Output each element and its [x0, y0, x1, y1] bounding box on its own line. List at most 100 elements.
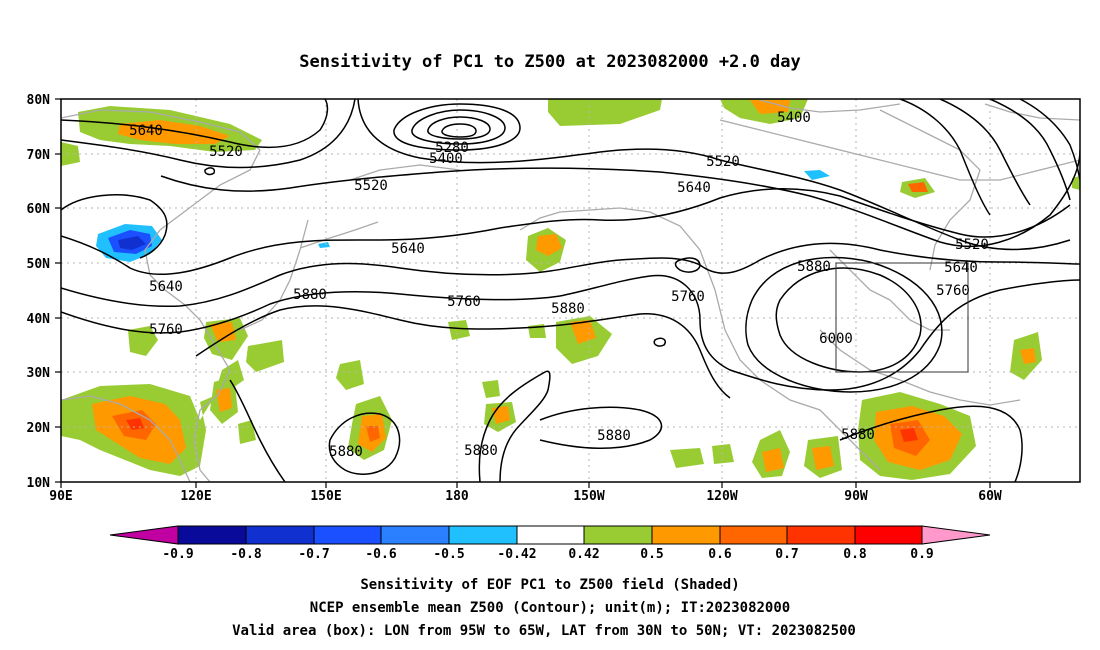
caption-shaded: Sensitivity of EOF PC1 to Z500 field (Sh…: [360, 577, 739, 593]
contour-label: 5640: [149, 279, 183, 295]
colorbar-label: -0.42: [497, 547, 536, 562]
shade-positive: [246, 340, 284, 372]
shade-positive: [238, 420, 256, 444]
shade-positive: [61, 142, 80, 166]
colorbar-bin: [516, 525, 585, 545]
lat-label: 10N: [27, 476, 51, 491]
shade-negative: [804, 170, 830, 180]
shade-positive-max: [900, 428, 918, 442]
map-title: Sensitivity of PC1 to Z500 at 2023082000…: [299, 52, 801, 72]
lat-label: 30N: [27, 366, 51, 381]
colorbar-bin: [380, 525, 450, 545]
contour-label: 5520: [955, 237, 989, 253]
contour-label: 5280: [435, 140, 469, 156]
lon-label: 180: [445, 489, 469, 504]
contour-label: 5880: [329, 444, 363, 460]
axis-ticks: [55, 98, 991, 488]
colorbar-high-arrow: [921, 525, 991, 545]
colorbar-label: -0.7: [298, 547, 329, 562]
shade-positive: [448, 320, 470, 340]
lat-label: 70N: [27, 148, 51, 163]
contour-label: 5760: [671, 289, 705, 305]
shade-positive: [712, 444, 734, 464]
coastlines: [61, 99, 1080, 482]
colorbar-label: -0.9: [162, 547, 193, 562]
contour-label: 5400: [777, 110, 811, 126]
shade-positive-strong: [908, 182, 928, 192]
shade-positive: [482, 380, 500, 398]
contour-label: 5880: [797, 259, 831, 275]
colorbar-label: 0.5: [640, 547, 663, 562]
colorbar-label: 0.6: [708, 547, 732, 562]
contour-label: 5880: [551, 301, 585, 317]
shade-positive-strong: [570, 320, 596, 344]
contour-label: 5640: [944, 260, 978, 276]
colorbar-label: 0.8: [843, 547, 867, 562]
grid-lines: [61, 99, 1080, 482]
contour-label: 5640: [391, 241, 425, 257]
colorbar-bin: [245, 525, 315, 545]
lon-label: 120E: [180, 489, 211, 504]
shade-positive-strong: [812, 446, 834, 470]
shade-positive-strong: [536, 234, 562, 256]
shade-positive-strong: [118, 120, 230, 144]
contour-label: 5760: [447, 294, 481, 310]
colorbar-bin: [651, 525, 721, 545]
lat-label: 60N: [27, 202, 51, 217]
shade-negative-core: [118, 236, 146, 250]
lon-label: 90E: [49, 489, 72, 504]
shade-positive-strong: [216, 388, 232, 412]
colorbar-label: 0.9: [910, 547, 933, 562]
shade-positive-strong: [762, 448, 784, 472]
lon-label: 150W: [573, 489, 604, 504]
contour-label: 5520: [354, 178, 388, 194]
colorbar: -0.9 -0.8 -0.7 -0.6 -0.5 -0.42 0.42 0.5 …: [109, 525, 991, 562]
shade-positive-strong: [210, 322, 236, 342]
shade-negative: [318, 242, 330, 248]
contour-label: 5640: [129, 123, 163, 139]
shade-positive: [336, 360, 364, 390]
contour-label: 5640: [677, 180, 711, 196]
colorbar-label: -0.6: [365, 547, 396, 562]
shade-positive: [548, 99, 662, 126]
colorbar-label: -0.5: [433, 547, 464, 562]
colorbar-bin: [313, 525, 382, 545]
lon-label: 90W: [844, 489, 868, 504]
colorbar-bin: [786, 525, 856, 545]
colorbar-label: 0.42: [568, 547, 599, 562]
lat-label: 20N: [27, 421, 51, 436]
map-frame: [60, 98, 1081, 483]
colorbar-bin: [854, 525, 923, 545]
sensitivity-shading: [61, 99, 1080, 480]
z500-contours: [61, 99, 1080, 482]
colorbar-bin: [448, 525, 518, 545]
contour-label: 5880: [841, 427, 875, 443]
map-panel: 5640 5520 5280 5400 5400 5520 5520 5640 …: [27, 93, 1081, 504]
shade-positive-max: [366, 426, 380, 442]
contour-label: 5880: [293, 287, 327, 303]
valid-area-box: [835, 262, 969, 373]
colorbar-label: 0.7: [775, 547, 798, 562]
contour-label: 5760: [149, 322, 183, 338]
shade-positive-strong: [1020, 348, 1036, 364]
lat-label: 40N: [27, 312, 51, 327]
longitude-labels: 90E 120E 150E 180 150W 120W 90W 60W: [49, 489, 1002, 504]
shade-positive: [670, 448, 704, 468]
lon-label: 150E: [310, 489, 341, 504]
contour-label: 5520: [706, 154, 740, 170]
colorbar-bin: [719, 525, 788, 545]
lat-label: 80N: [27, 93, 51, 108]
shade-positive: [1072, 176, 1080, 190]
lon-label: 120W: [706, 489, 737, 504]
colorbar-label: -0.8: [230, 547, 261, 562]
contour-labels: 5640 5520 5280 5400 5400 5520 5520 5640 …: [129, 110, 989, 460]
lon-label: 60W: [978, 489, 1002, 504]
contour-label: 5880: [464, 443, 498, 459]
contour-label: 5400: [429, 151, 463, 167]
contour-label: 5760: [936, 283, 970, 299]
shade-positive: [128, 326, 158, 356]
colorbar-low-arrow: [109, 525, 179, 545]
colorbar-bin: [177, 525, 247, 545]
contour-label: 5880: [597, 428, 631, 444]
contour-label: 5520: [209, 144, 243, 160]
